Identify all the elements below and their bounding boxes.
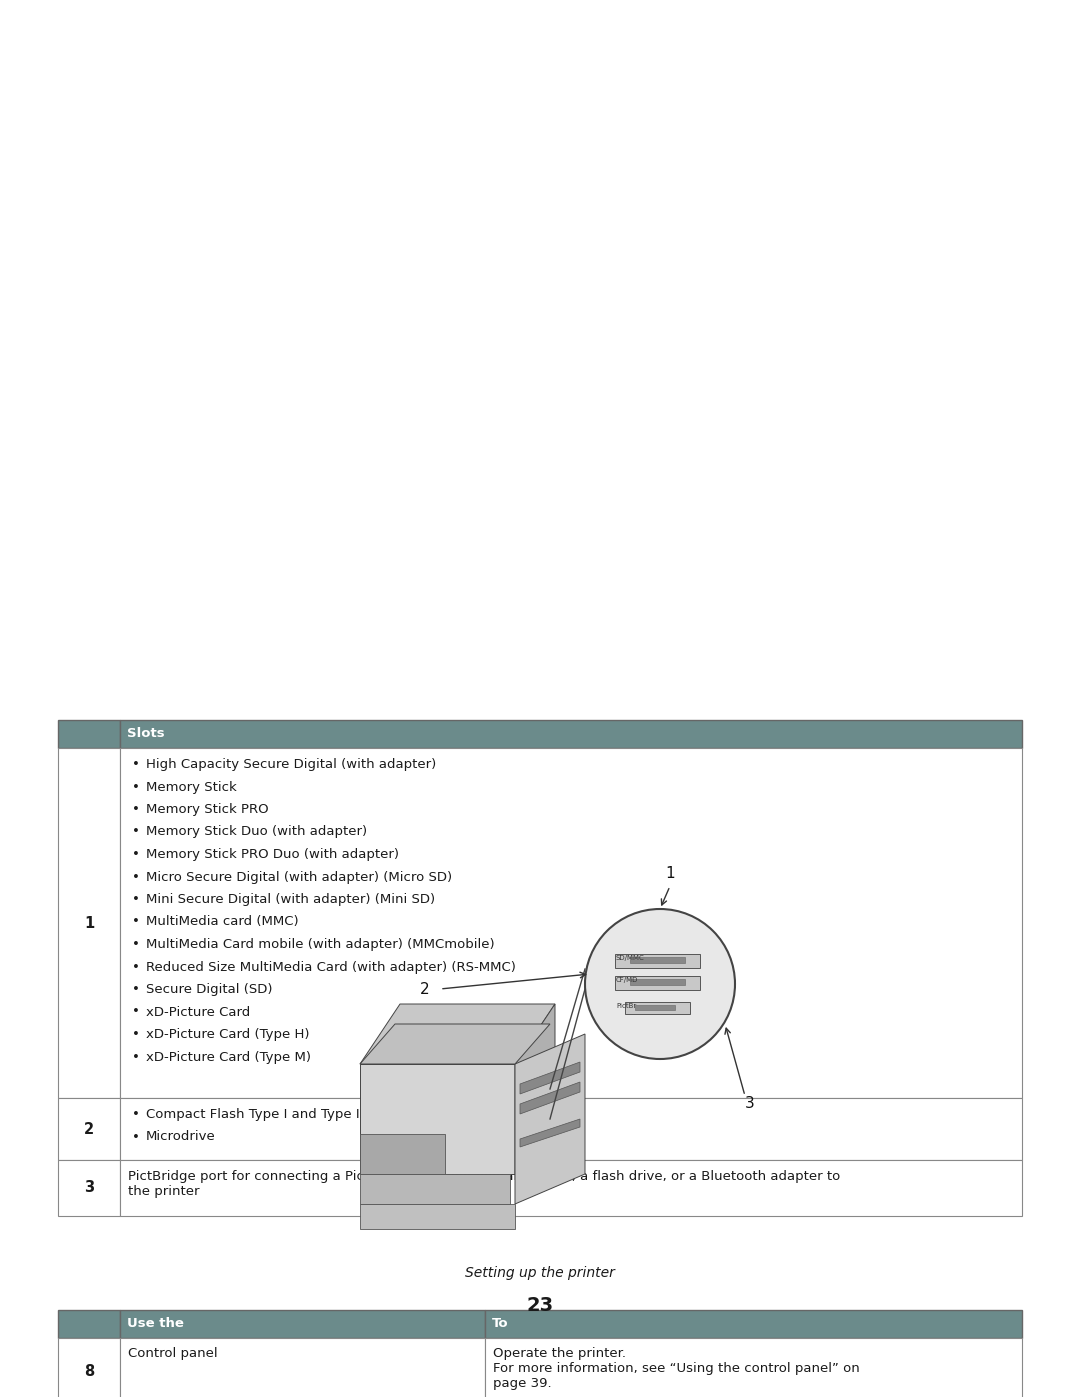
Text: Memory Stick PRO Duo (with adapter): Memory Stick PRO Duo (with adapter) <box>146 848 399 861</box>
Bar <box>58 747 120 1098</box>
Text: xD-Picture Card: xD-Picture Card <box>146 1006 251 1018</box>
Text: Use the: Use the <box>127 1317 184 1330</box>
Text: Slots: Slots <box>127 726 164 740</box>
Text: •: • <box>132 1006 140 1018</box>
Text: To: To <box>492 1317 509 1330</box>
Text: Mini Secure Digital (with adapter) (Mini SD): Mini Secure Digital (with adapter) (Mini… <box>146 893 435 907</box>
Text: •: • <box>132 937 140 951</box>
Bar <box>58 1310 120 1338</box>
Bar <box>120 1160 1022 1215</box>
Text: 2: 2 <box>420 982 430 996</box>
Text: 3: 3 <box>84 1180 94 1196</box>
Text: •: • <box>132 1028 140 1041</box>
Text: Memory Stick: Memory Stick <box>146 781 237 793</box>
Polygon shape <box>515 1034 585 1204</box>
Bar <box>120 747 1022 1098</box>
Bar <box>58 719 120 747</box>
Text: MultiMedia Card mobile (with adapter) (MMCmobile): MultiMedia Card mobile (with adapter) (M… <box>146 937 495 951</box>
Text: •: • <box>132 915 140 929</box>
Text: 1: 1 <box>84 915 94 930</box>
Polygon shape <box>360 1004 555 1065</box>
Polygon shape <box>360 1173 510 1204</box>
Text: •: • <box>132 826 140 838</box>
Text: •: • <box>132 961 140 974</box>
Text: Setting up the printer: Setting up the printer <box>465 1266 615 1280</box>
Bar <box>120 1310 485 1338</box>
Text: •: • <box>132 1108 140 1120</box>
Text: xD-Picture Card (Type M): xD-Picture Card (Type M) <box>146 1051 311 1063</box>
Bar <box>58 1338 120 1397</box>
Text: •: • <box>132 983 140 996</box>
Bar <box>630 957 685 963</box>
Bar <box>58 1160 120 1215</box>
Text: SD/MMC: SD/MMC <box>616 956 645 961</box>
Bar <box>120 1098 1022 1160</box>
Bar <box>615 954 700 968</box>
Text: Reduced Size MultiMedia Card (with adapter) (RS-MMC): Reduced Size MultiMedia Card (with adapt… <box>146 961 516 974</box>
Bar <box>625 1002 690 1014</box>
Text: Memory Stick Duo (with adapter): Memory Stick Duo (with adapter) <box>146 826 367 838</box>
Polygon shape <box>515 1004 555 1173</box>
Bar <box>120 1338 485 1397</box>
Polygon shape <box>360 1134 445 1173</box>
Text: 3: 3 <box>745 1097 755 1112</box>
Polygon shape <box>360 1065 515 1173</box>
Polygon shape <box>360 1024 550 1065</box>
Text: 2: 2 <box>84 1122 94 1137</box>
Text: xD-Picture Card (Type H): xD-Picture Card (Type H) <box>146 1028 310 1041</box>
Text: •: • <box>132 848 140 861</box>
Text: •: • <box>132 1130 140 1144</box>
Text: •: • <box>132 870 140 883</box>
Text: 23: 23 <box>526 1296 554 1315</box>
Text: PictBridge port for connecting a PictBridge-enabled digital camera, a flash driv: PictBridge port for connecting a PictBri… <box>129 1171 840 1199</box>
Text: Micro Secure Digital (with adapter) (Micro SD): Micro Secure Digital (with adapter) (Mic… <box>146 870 453 883</box>
Bar <box>485 1338 1022 1397</box>
Text: •: • <box>132 1051 140 1063</box>
Polygon shape <box>360 1204 515 1229</box>
Bar <box>635 1004 675 1010</box>
Text: 1: 1 <box>665 866 675 882</box>
Text: •: • <box>132 759 140 771</box>
Bar <box>615 977 700 990</box>
Text: MultiMedia card (MMC): MultiMedia card (MMC) <box>146 915 299 929</box>
Text: •: • <box>132 893 140 907</box>
Bar <box>58 1098 120 1160</box>
Text: 8: 8 <box>84 1363 94 1379</box>
Bar <box>485 1310 1022 1338</box>
Bar <box>630 979 685 985</box>
Text: Control panel: Control panel <box>129 1347 218 1361</box>
Circle shape <box>585 909 735 1059</box>
Text: Microdrive: Microdrive <box>146 1130 216 1144</box>
Polygon shape <box>519 1062 580 1094</box>
Text: •: • <box>132 803 140 816</box>
Polygon shape <box>519 1083 580 1113</box>
Text: Memory Stick PRO: Memory Stick PRO <box>146 803 269 816</box>
Polygon shape <box>519 1119 580 1147</box>
Bar <box>120 719 1022 747</box>
Text: Operate the printer.
For more information, see “Using the control panel” on
page: Operate the printer. For more informatio… <box>492 1347 860 1390</box>
Text: High Capacity Secure Digital (with adapter): High Capacity Secure Digital (with adapt… <box>146 759 436 771</box>
Text: •: • <box>132 781 140 793</box>
Text: Secure Digital (SD): Secure Digital (SD) <box>146 983 272 996</box>
Text: Compact Flash Type I and Type II: Compact Flash Type I and Type II <box>146 1108 363 1120</box>
Text: PictBr: PictBr <box>616 1003 636 1009</box>
Text: CF/MD: CF/MD <box>616 977 638 983</box>
